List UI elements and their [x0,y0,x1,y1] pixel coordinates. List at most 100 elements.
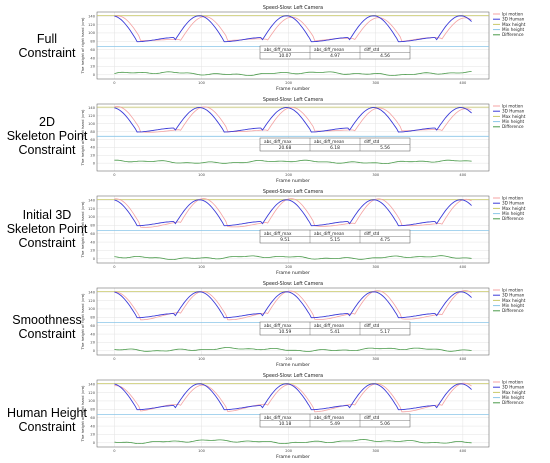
metrics-table-header: abs_diff_mean [314,139,345,144]
x-tick-label: 200 [285,357,293,361]
legend-label: Max height [502,114,526,119]
y-tick-label: 100 [88,307,96,311]
x-tick-label: 0 [113,449,116,453]
legend-label: Min height [502,119,524,124]
metrics-table-value: 4.97 [330,53,340,59]
y-tick-label: 140 [88,106,96,110]
legend-label: Min height [502,395,524,400]
constraint-label-2d-skeleton: 2D Skeleton Point Constraint [0,115,94,157]
x-tick-label: 300 [372,357,380,361]
series-line-3d-human [114,291,472,319]
x-axis-label: Frame number [276,362,310,368]
y-tick-label: 60 [90,324,95,328]
metrics-table-header: diff_std [364,139,380,144]
chart-panel-full: Speed-Slow: Left Camera 0 20 40 60 80 100 120 14… [68,2,550,94]
y-axis-label: The height of right hand (cm) [80,293,85,351]
label-line: Constraint [18,327,76,341]
y-axis-label: The height of right hand (cm) [80,17,85,75]
legend-label: Difference [502,32,524,37]
metrics-table-value: 20.68 [279,145,292,151]
x-tick-label: 200 [285,81,293,85]
metrics-table-value: 5.17 [380,329,390,335]
plot-frame [96,11,490,80]
label-line: Smoothness [12,313,82,327]
metrics-table-value: 5.56 [380,145,390,151]
chart-title: Speed-Slow: Left Camera [263,5,323,11]
series-line-difference [114,71,472,76]
legend-label: Min height [502,211,524,216]
x-axis-label: Frame number [276,86,310,92]
legend-label: Difference [502,124,524,129]
legend-label: 3D Human [502,293,525,298]
x-tick-label: 200 [285,449,293,453]
metrics-table-value: 4.75 [380,237,390,243]
constraint-label-human-height: Human Height Constraint [0,406,94,434]
legend-label: Difference [502,216,524,221]
legend-label: lpi motion [502,287,523,292]
label-line: Initial 3D [22,208,72,222]
metrics-table-header: abs_diff_mean [314,47,345,52]
y-tick-label: 20 [90,154,95,158]
x-tick-label: 0 [113,357,116,361]
chart-panel-initial-3d: Speed-Slow: Left Camera 0 20 40 60 80 100 120 14… [68,186,550,278]
y-tick-label: 120 [88,23,96,27]
series-line-lpi-motion [114,198,472,228]
x-tick-label: 100 [198,357,206,361]
metrics-table-header: abs_diff_max [264,47,292,52]
series-line-difference [114,347,472,352]
x-tick-label: 100 [198,449,206,453]
y-tick-label: 20 [90,65,95,69]
metrics-table-header: abs_diff_max [264,139,292,144]
y-tick-label: 60 [90,416,95,420]
metrics-table-header: abs_diff_max [264,323,292,328]
legend-label: 3D Human [502,17,525,22]
x-tick-label: 300 [372,81,380,85]
constraint-label-full: Full Constraint [0,32,94,60]
x-tick-label: 300 [372,173,380,177]
legend-label: Max height [502,22,526,27]
y-tick-label: 20 [90,249,95,253]
metrics-table-header: diff_std [364,323,380,328]
x-tick-label: 0 [113,173,116,177]
y-tick-label: 0 [93,441,96,445]
y-tick-label: 80 [90,408,95,412]
constraint-label-initial-3d: Initial 3D Skeleton Point Constraint [0,208,94,250]
series-line-3d-human [114,199,472,227]
metrics-table-value: 9.51 [280,237,290,243]
x-tick-label: 100 [198,81,206,85]
chart-panel-2d-skeleton: Speed-Slow: Left Camera 0 20 40 60 80 100 120 14… [68,94,550,186]
x-tick-label: 0 [113,81,116,85]
x-tick-label: 400 [459,265,467,269]
y-tick-label: 40 [90,332,95,336]
label-line: Skeleton Point [6,222,88,236]
x-tick-label: 400 [459,81,467,85]
metrics-table-value: 10.18 [279,421,292,427]
series-line-lpi-motion [114,382,472,413]
series-line-3d-human [114,15,472,43]
x-tick-label: 400 [459,357,467,361]
y-axis-label: The height of right hand (cm) [80,201,85,259]
metrics-table-header: abs_diff_mean [314,323,345,328]
legend-label: lpi motion [502,103,523,108]
metrics-table-header: diff_std [364,415,380,420]
label-line: Constraint [18,236,76,250]
x-tick-label: 400 [459,449,467,453]
x-tick-label: 300 [372,449,380,453]
metrics-table-value: 4.56 [380,53,390,59]
y-tick-label: 140 [88,14,96,18]
y-tick-label: 140 [88,382,96,386]
metrics-table-value: 5.49 [330,421,340,427]
y-tick-label: 60 [90,232,95,236]
y-tick-label: 100 [88,31,96,35]
y-tick-label: 100 [88,399,96,403]
plot-frame [96,287,490,356]
x-tick-label: 300 [372,265,380,269]
legend-label: Min height [502,27,524,32]
x-tick-label: 100 [198,265,206,269]
chart-title: Speed-Slow: Left Camera [263,373,323,379]
x-tick-label: 0 [113,265,116,269]
y-tick-label: 80 [90,224,95,228]
y-tick-label: 40 [90,56,95,60]
y-tick-label: 40 [90,146,95,150]
series-line-lpi-motion [114,15,472,42]
